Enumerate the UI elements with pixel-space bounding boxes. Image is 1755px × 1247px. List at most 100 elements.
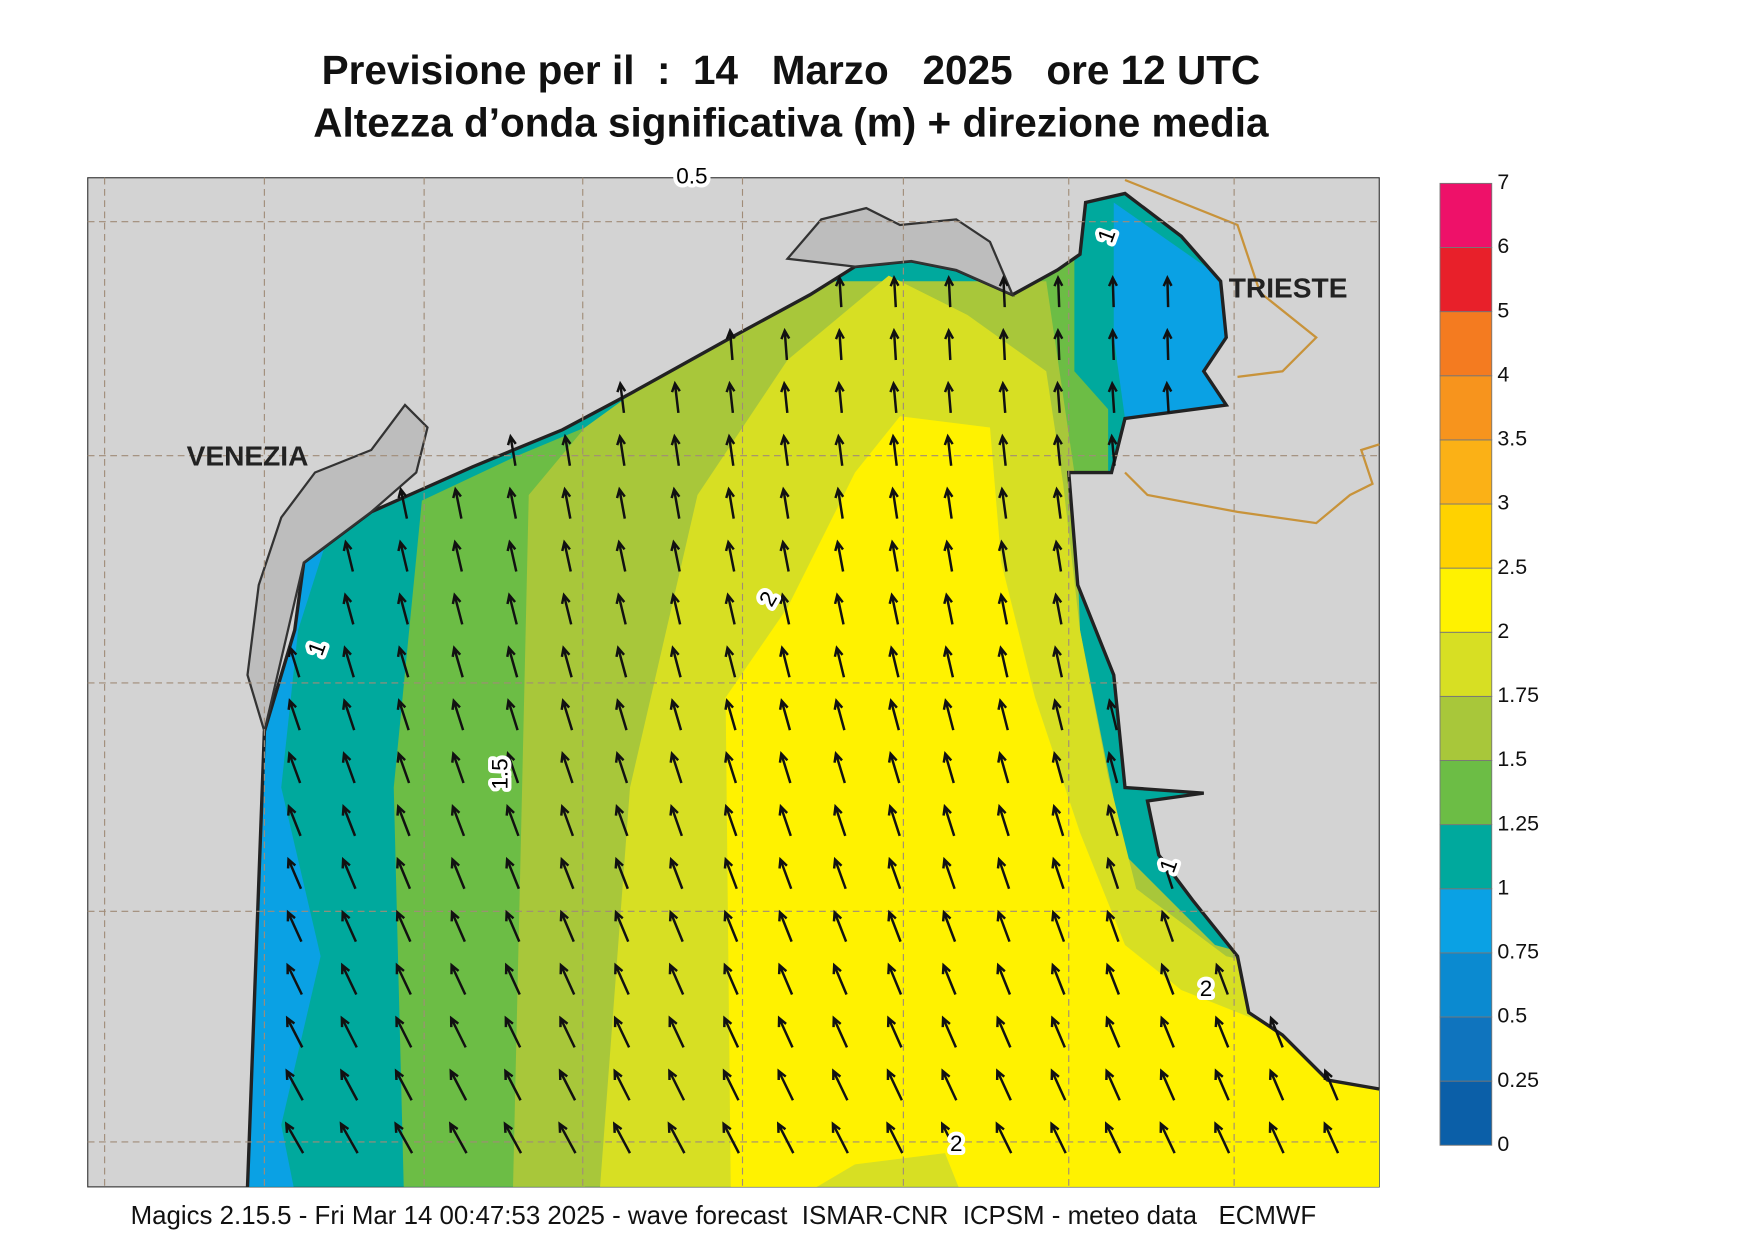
colorbar-box xyxy=(1439,567,1493,633)
direction-arrow xyxy=(943,486,954,519)
direction-arrow xyxy=(998,380,1009,413)
direction-arrow xyxy=(342,645,355,678)
direction-arrow xyxy=(284,1121,305,1154)
direction-arrow xyxy=(724,645,737,678)
direction-arrow xyxy=(1051,909,1066,943)
direction-arrow xyxy=(887,856,902,890)
direction-arrow xyxy=(832,1015,849,1048)
direction-arrow xyxy=(779,592,791,625)
direction-arrow xyxy=(1214,962,1229,995)
direction-arrow xyxy=(832,909,848,943)
direction-arrow xyxy=(287,803,302,837)
direction-arrow xyxy=(995,1121,1013,1154)
contour-label: 0.5 xyxy=(676,164,707,189)
direction-arrow xyxy=(667,1121,686,1154)
colorbar-label: 5 xyxy=(1497,298,1509,322)
colorbar-box xyxy=(1439,760,1493,826)
direction-arrow xyxy=(397,486,409,519)
direction-arrow xyxy=(1162,275,1173,308)
direction-arrow xyxy=(396,856,412,890)
direction-arrow xyxy=(452,486,463,519)
direction-arrow xyxy=(887,751,901,784)
direction-arrow xyxy=(614,962,630,996)
direction-arrow xyxy=(613,1068,631,1101)
direction-arrow xyxy=(560,592,573,625)
direction-arrow xyxy=(722,1121,740,1154)
direction-arrow xyxy=(995,1068,1012,1101)
direction-arrow xyxy=(1052,486,1063,519)
direction-arrow xyxy=(559,856,575,890)
direction-arrow xyxy=(506,592,518,625)
direction-arrow xyxy=(285,1068,304,1101)
direction-arrow xyxy=(1104,1121,1122,1154)
direction-arrow xyxy=(779,433,790,466)
direction-arrow xyxy=(1323,1068,1339,1101)
colorbar-box xyxy=(1439,439,1493,505)
direction-arrow xyxy=(889,275,900,308)
direction-arrow xyxy=(724,592,736,625)
direction-arrow xyxy=(1106,751,1119,784)
direction-arrow xyxy=(888,539,899,572)
direction-arrow xyxy=(941,909,957,943)
direction-arrow xyxy=(834,539,845,572)
direction-arrow xyxy=(451,592,464,625)
direction-arrow xyxy=(725,380,736,414)
lagoon-land xyxy=(246,206,1015,736)
direction-arrow xyxy=(1106,698,1118,731)
direction-arrow xyxy=(888,645,900,678)
direction-arrow xyxy=(778,909,793,943)
direction-arrow xyxy=(998,275,1009,308)
direction-arrow xyxy=(888,698,901,731)
direction-arrow xyxy=(670,539,681,572)
direction-arrow xyxy=(1053,327,1064,361)
direction-arrow xyxy=(724,539,736,572)
direction-arrow xyxy=(451,698,465,731)
direction-arrow xyxy=(889,327,900,361)
footer: Magics 2.15.5 - Fri Mar 14 00:47:53 2025… xyxy=(131,1202,1317,1230)
direction-arrow xyxy=(832,856,847,890)
direction-arrow xyxy=(996,962,1012,995)
title-line-2: Altezza d’onda significativa (m) + direz… xyxy=(313,100,1269,146)
colorbar-box xyxy=(1439,182,1493,248)
direction-arrow xyxy=(780,327,791,361)
colorbar-box xyxy=(1439,1080,1493,1146)
direction-arrow xyxy=(997,645,1009,678)
direction-arrow xyxy=(834,327,845,361)
direction-arrow xyxy=(612,1121,632,1154)
direction-arrow xyxy=(561,433,572,466)
direction-arrow xyxy=(1051,698,1064,731)
direction-arrow xyxy=(943,592,954,625)
colorbar: 0 0.25 0.5 0.75 1 1.25 1.5 1.75 2 2.5 3 3.5 4 5 6 7 xyxy=(1439,170,1539,1156)
direction-arrow xyxy=(832,1068,849,1101)
direction-arrow xyxy=(450,856,466,890)
direction-arrow xyxy=(670,486,681,519)
direction-arrow xyxy=(996,856,1011,890)
colorbar-label: 0.75 xyxy=(1497,940,1539,964)
height-band xyxy=(1113,202,1227,419)
colorbar-label: 3 xyxy=(1497,491,1509,515)
direction-arrow xyxy=(1052,645,1064,678)
direction-arrow xyxy=(1107,275,1118,308)
place-label: VENEZIA xyxy=(187,440,309,471)
direction-arrow xyxy=(615,539,627,572)
direction-arrow xyxy=(397,539,409,572)
colorbar-box xyxy=(1439,503,1493,569)
colorbar-box xyxy=(1439,824,1493,890)
direction-arrow xyxy=(561,539,572,572)
direction-arrow xyxy=(723,856,738,890)
direction-arrow xyxy=(506,539,518,572)
direction-arrow xyxy=(886,1068,903,1101)
contour-label: 1.5 xyxy=(488,758,513,789)
direction-arrow xyxy=(615,645,628,678)
direction-arrow xyxy=(560,698,574,731)
direction-arrow xyxy=(998,486,1009,519)
direction-arrow xyxy=(889,380,900,413)
direction-arrow xyxy=(396,751,411,784)
direction-arrow xyxy=(451,539,464,572)
direction-arrow xyxy=(833,592,845,625)
direction-arrow xyxy=(1050,962,1066,995)
direction-arrow xyxy=(286,856,303,890)
direction-arrow xyxy=(834,486,845,519)
direction-arrow xyxy=(669,698,683,731)
